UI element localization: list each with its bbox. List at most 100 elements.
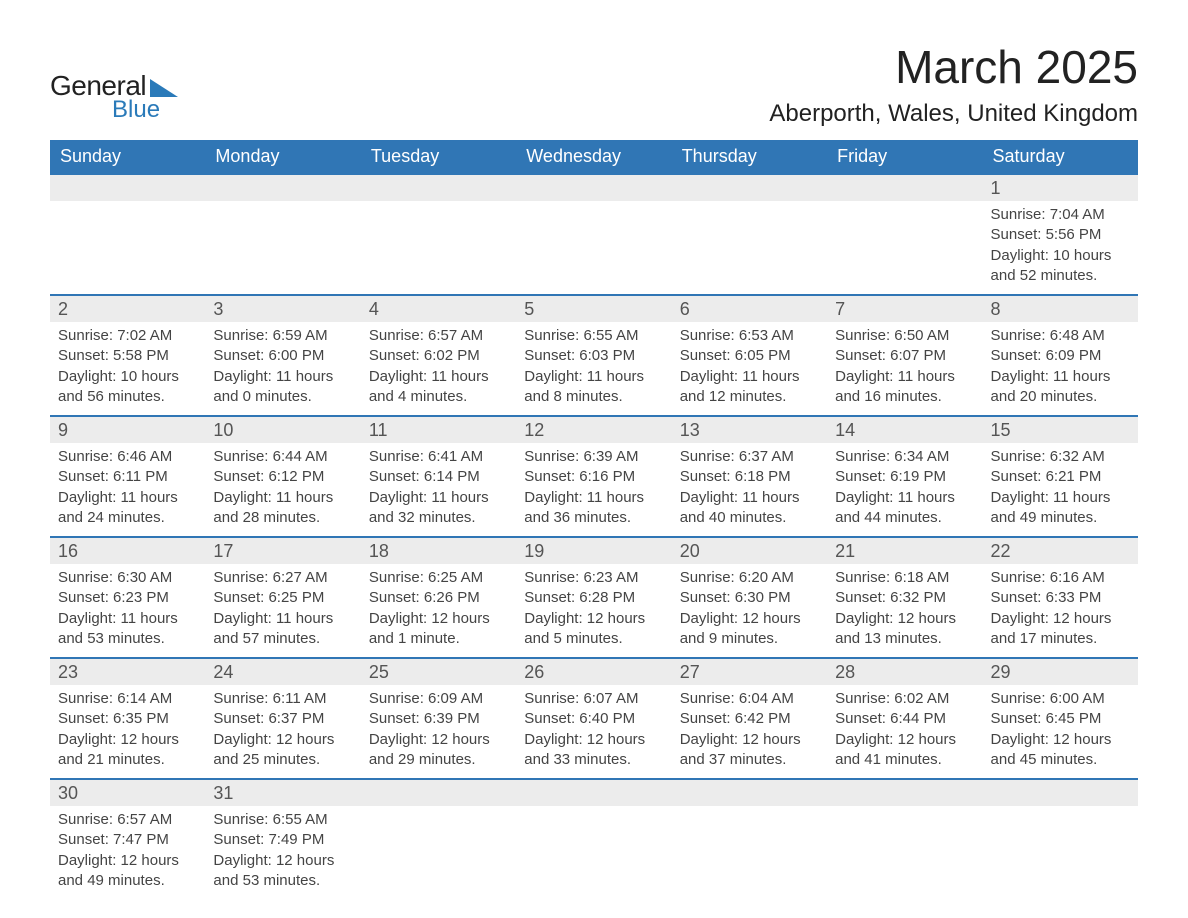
day-sr: Sunrise: 6:57 AM <box>369 326 508 346</box>
day-sr: Sunrise: 6:32 AM <box>991 447 1130 467</box>
day-number-cell <box>205 174 360 201</box>
day-detail-cell <box>361 806 516 899</box>
day-number-cell: 11 <box>361 416 516 443</box>
day-ss: Sunset: 6:11 PM <box>58 467 197 487</box>
day-sr: Sunrise: 6:48 AM <box>991 326 1130 346</box>
detail-row: Sunrise: 6:30 AMSunset: 6:23 PMDaylight:… <box>50 564 1138 658</box>
day-number-cell: 18 <box>361 537 516 564</box>
day-d2: and 28 minutes. <box>213 508 352 528</box>
day-d2: and 53 minutes. <box>213 871 352 891</box>
day-d1: Daylight: 12 hours <box>213 730 352 750</box>
day-d2: and 36 minutes. <box>524 508 663 528</box>
day-d1: Daylight: 11 hours <box>58 609 197 629</box>
day-sr: Sunrise: 6:39 AM <box>524 447 663 467</box>
day-detail-cell: Sunrise: 6:30 AMSunset: 6:23 PMDaylight:… <box>50 564 205 658</box>
day-d1: Daylight: 11 hours <box>369 367 508 387</box>
day-number-cell: 25 <box>361 658 516 685</box>
day-d2: and 40 minutes. <box>680 508 819 528</box>
day-detail-cell: Sunrise: 6:32 AMSunset: 6:21 PMDaylight:… <box>983 443 1138 537</box>
day-ss: Sunset: 6:26 PM <box>369 588 508 608</box>
day-ss: Sunset: 6:00 PM <box>213 346 352 366</box>
day-d2: and 45 minutes. <box>991 750 1130 770</box>
day-detail-cell: Sunrise: 6:50 AMSunset: 6:07 PMDaylight:… <box>827 322 982 416</box>
day-detail-cell: Sunrise: 7:02 AMSunset: 5:58 PMDaylight:… <box>50 322 205 416</box>
day-number-cell: 16 <box>50 537 205 564</box>
daynum-row: 16171819202122 <box>50 537 1138 564</box>
daynum-row: 9101112131415 <box>50 416 1138 443</box>
day-number-cell: 29 <box>983 658 1138 685</box>
day-number-cell <box>516 779 671 806</box>
calendar: SundayMondayTuesdayWednesdayThursdayFrid… <box>50 140 1138 899</box>
day-number-cell: 24 <box>205 658 360 685</box>
logo: General Blue <box>50 40 178 124</box>
day-detail-cell: Sunrise: 6:57 AMSunset: 7:47 PMDaylight:… <box>50 806 205 899</box>
day-ss: Sunset: 6:33 PM <box>991 588 1130 608</box>
day-number-cell <box>50 174 205 201</box>
day-header: Saturday <box>983 140 1138 174</box>
daynum-row: 23242526272829 <box>50 658 1138 685</box>
day-sr: Sunrise: 6:07 AM <box>524 689 663 709</box>
day-d1: Daylight: 10 hours <box>991 246 1130 266</box>
day-sr: Sunrise: 6:55 AM <box>524 326 663 346</box>
day-ss: Sunset: 6:14 PM <box>369 467 508 487</box>
day-detail-cell: Sunrise: 6:27 AMSunset: 6:25 PMDaylight:… <box>205 564 360 658</box>
day-sr: Sunrise: 6:11 AM <box>213 689 352 709</box>
title-block: March 2025 Aberporth, Wales, United King… <box>769 40 1138 128</box>
day-ss: Sunset: 6:16 PM <box>524 467 663 487</box>
day-d2: and 21 minutes. <box>58 750 197 770</box>
day-ss: Sunset: 6:03 PM <box>524 346 663 366</box>
day-header: Sunday <box>50 140 205 174</box>
day-ss: Sunset: 6:02 PM <box>369 346 508 366</box>
detail-row: Sunrise: 6:57 AMSunset: 7:47 PMDaylight:… <box>50 806 1138 899</box>
day-d1: Daylight: 12 hours <box>213 851 352 871</box>
day-d2: and 41 minutes. <box>835 750 974 770</box>
day-ss: Sunset: 6:25 PM <box>213 588 352 608</box>
day-detail-cell: Sunrise: 6:55 AMSunset: 6:03 PMDaylight:… <box>516 322 671 416</box>
day-sr: Sunrise: 6:00 AM <box>991 689 1130 709</box>
day-d1: Daylight: 10 hours <box>58 367 197 387</box>
day-detail-cell: Sunrise: 6:07 AMSunset: 6:40 PMDaylight:… <box>516 685 671 779</box>
day-d2: and 49 minutes. <box>58 871 197 891</box>
day-detail-cell <box>983 806 1138 899</box>
day-detail-cell: Sunrise: 6:53 AMSunset: 6:05 PMDaylight:… <box>672 322 827 416</box>
day-detail-cell <box>361 201 516 295</box>
day-sr: Sunrise: 6:30 AM <box>58 568 197 588</box>
day-d2: and 16 minutes. <box>835 387 974 407</box>
day-detail-cell <box>672 806 827 899</box>
day-number-cell: 30 <box>50 779 205 806</box>
header: General Blue March 2025 Aberporth, Wales… <box>50 40 1138 128</box>
day-d1: Daylight: 11 hours <box>680 367 819 387</box>
day-detail-cell: Sunrise: 6:04 AMSunset: 6:42 PMDaylight:… <box>672 685 827 779</box>
day-d1: Daylight: 11 hours <box>991 488 1130 508</box>
month-title: March 2025 <box>769 40 1138 94</box>
day-number-cell <box>827 174 982 201</box>
day-sr: Sunrise: 6:34 AM <box>835 447 974 467</box>
day-detail-cell: Sunrise: 7:04 AMSunset: 5:56 PMDaylight:… <box>983 201 1138 295</box>
detail-row: Sunrise: 6:14 AMSunset: 6:35 PMDaylight:… <box>50 685 1138 779</box>
day-d1: Daylight: 12 hours <box>835 730 974 750</box>
day-ss: Sunset: 6:35 PM <box>58 709 197 729</box>
day-sr: Sunrise: 6:37 AM <box>680 447 819 467</box>
day-d2: and 53 minutes. <box>58 629 197 649</box>
day-number-cell: 4 <box>361 295 516 322</box>
day-detail-cell: Sunrise: 6:55 AMSunset: 7:49 PMDaylight:… <box>205 806 360 899</box>
detail-row: Sunrise: 7:02 AMSunset: 5:58 PMDaylight:… <box>50 322 1138 416</box>
day-sr: Sunrise: 6:04 AM <box>680 689 819 709</box>
day-number-cell: 28 <box>827 658 982 685</box>
day-d1: Daylight: 12 hours <box>680 609 819 629</box>
day-detail-cell <box>516 806 671 899</box>
day-ss: Sunset: 7:47 PM <box>58 830 197 850</box>
day-detail-cell: Sunrise: 6:59 AMSunset: 6:00 PMDaylight:… <box>205 322 360 416</box>
day-detail-cell: Sunrise: 6:39 AMSunset: 6:16 PMDaylight:… <box>516 443 671 537</box>
day-d2: and 12 minutes. <box>680 387 819 407</box>
day-ss: Sunset: 6:37 PM <box>213 709 352 729</box>
day-detail-cell <box>827 806 982 899</box>
day-header: Friday <box>827 140 982 174</box>
day-d2: and 20 minutes. <box>991 387 1130 407</box>
day-d1: Daylight: 11 hours <box>369 488 508 508</box>
day-d1: Daylight: 12 hours <box>991 730 1130 750</box>
day-d2: and 29 minutes. <box>369 750 508 770</box>
day-number-cell: 10 <box>205 416 360 443</box>
day-sr: Sunrise: 6:59 AM <box>213 326 352 346</box>
day-number-cell: 8 <box>983 295 1138 322</box>
